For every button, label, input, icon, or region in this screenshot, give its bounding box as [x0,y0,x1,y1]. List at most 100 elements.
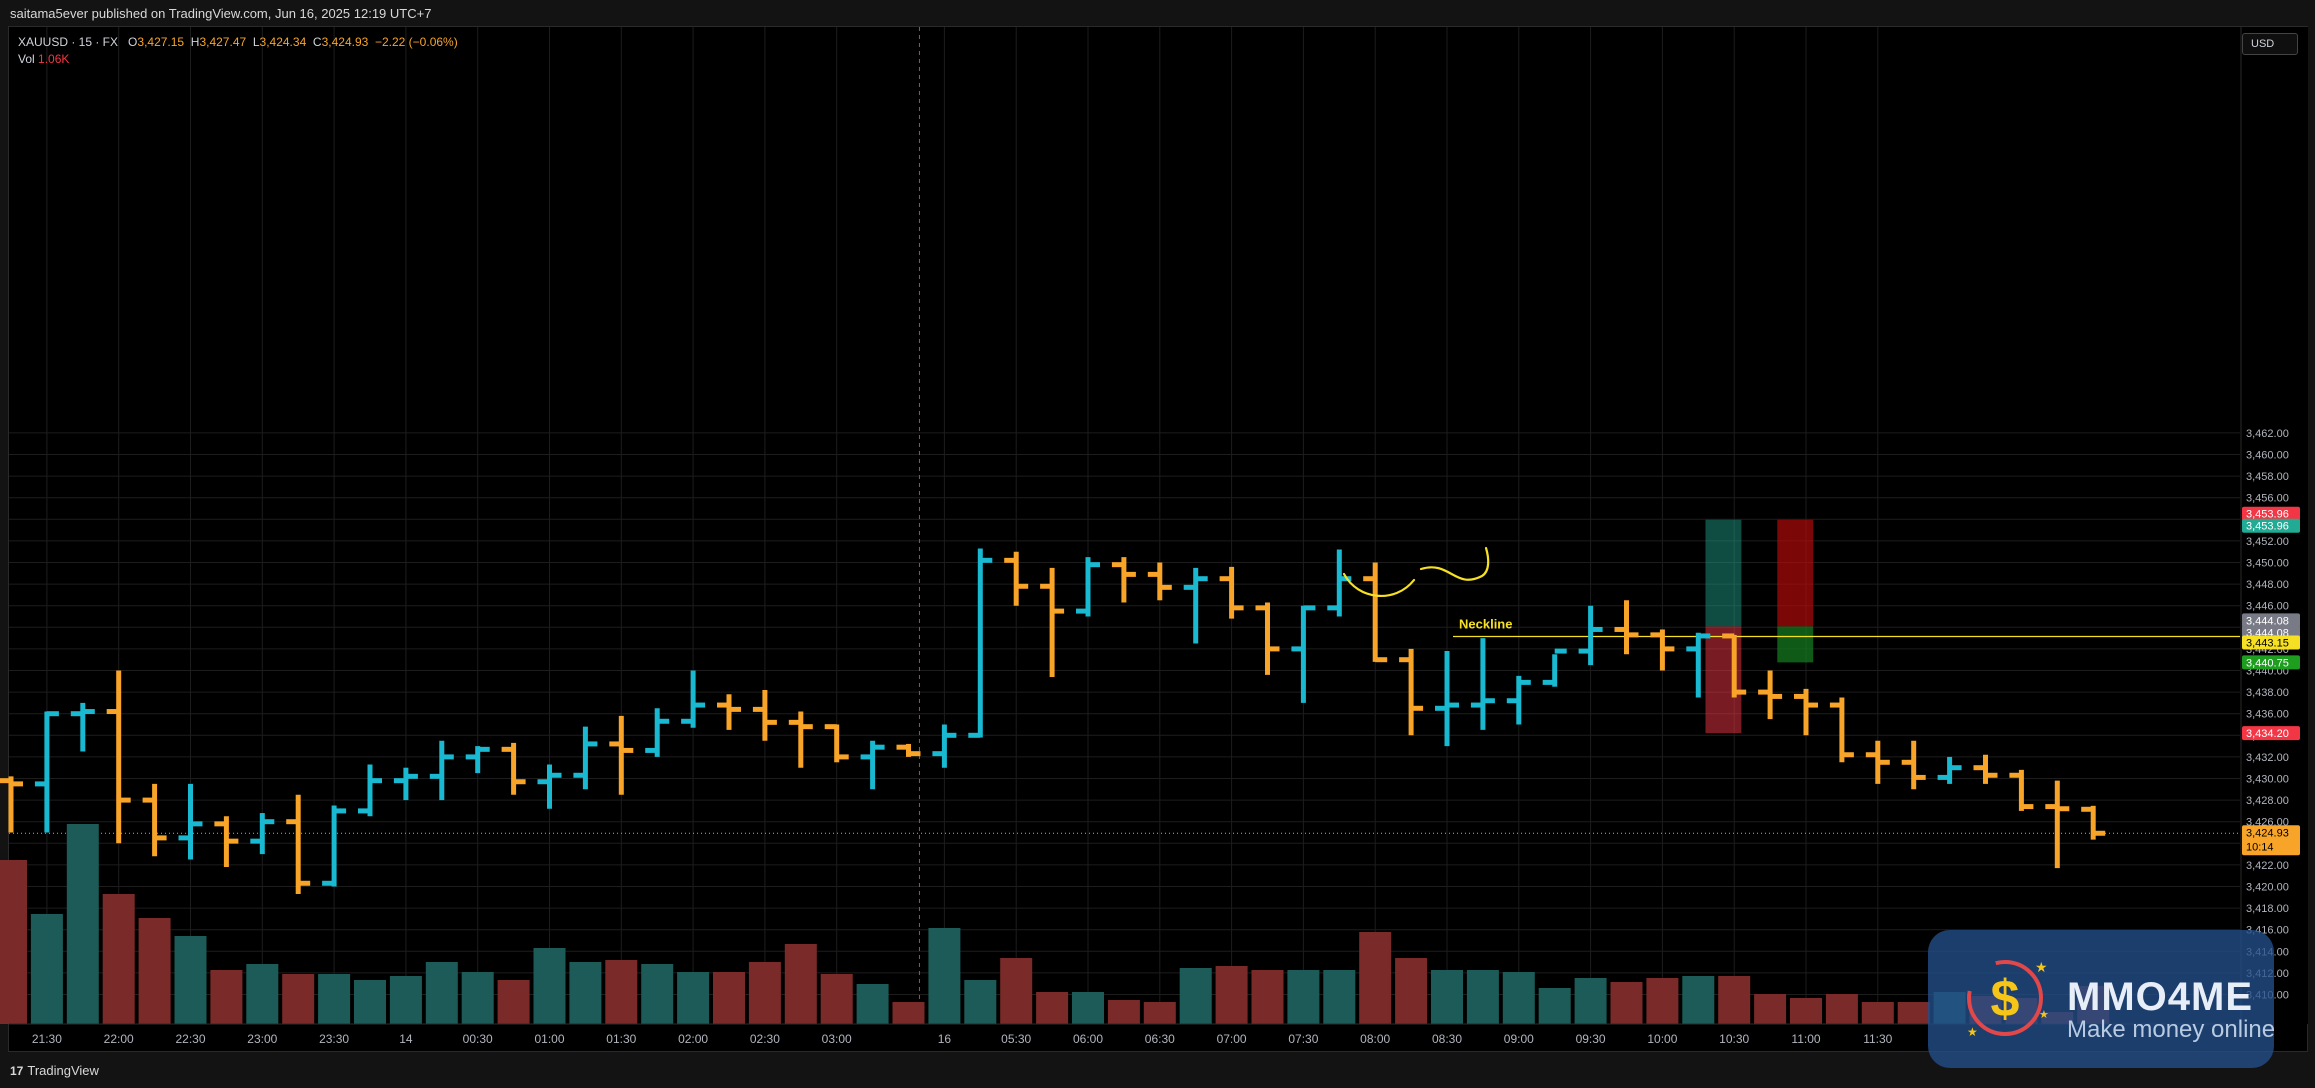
volume-bar [138,918,171,1024]
price-tick-label: 3,428.00 [2246,795,2289,807]
time-tick-label: 06:30 [1145,1032,1175,1046]
ohlc-bar [214,816,239,868]
volume-bar [354,980,386,1024]
time-tick-label: 10:00 [1647,1032,1677,1046]
price-tick-label: 3,462.00 [2246,428,2289,440]
ohlc-bar [2009,769,2034,811]
ohlc-bar [1901,740,1926,790]
hand-drawn-annotation[interactable] [1342,546,1490,597]
currency-selector[interactable]: USD [2242,33,2298,55]
svg-text:★: ★ [1967,1025,1978,1039]
ohlc-bar [2081,805,2106,840]
symbol-name[interactable]: XAUUSD · 15 · FX [18,35,119,49]
volume-label[interactable]: Vol [18,52,35,66]
ohlc-bar [2045,780,2070,869]
footer-bar: 17 TradingView [0,1052,2315,1088]
ohlc-bar [178,783,203,860]
ohlc-bar [1614,600,1639,655]
price-bars [0,548,2106,895]
volume-bar [748,962,781,1024]
price-tick-label: 3,446.00 [2246,601,2289,613]
volume-bar [30,914,63,1024]
volume-bar [102,894,135,1024]
time-tick-label: 02:00 [678,1032,708,1046]
ohlc-bar [0,776,23,833]
ohlc-line: XAUUSD · 15 · FX O3,427.15 H3,427.47 L3,… [18,35,458,49]
time-axis[interactable]: 21:30 22:00 22:30 23:00 23:30 14 00:30 01:00 01:… [9,1023,2240,1046]
mmo4me-watermark [1928,930,2274,1068]
volume-bar [713,972,745,1024]
volume-bar [1466,970,1499,1024]
ohlc-bar [1542,648,1567,687]
ohlc-bar [1111,557,1136,603]
low-value: 3,424.34 [259,35,307,49]
price-tag-label: 3,440.75 [2246,657,2289,669]
price-tag-bg [2242,825,2300,856]
ohlc-bar [645,708,670,757]
time-tick-label: 05:30 [1001,1032,1031,1046]
volume-bar [318,974,351,1024]
ohlc-bar [250,813,275,855]
tradingview-logo[interactable]: 17 TradingView [10,1063,99,1078]
price-tick-label: 3,422.00 [2246,860,2289,872]
volume-bar [1538,988,1571,1024]
ohlc-bar [896,743,921,757]
volume-bar [1861,1002,1894,1024]
time-tick-label: 23:00 [247,1032,277,1046]
neckline-label: Neckline [1459,616,1512,631]
ohlc-bar [681,670,706,728]
ohlc-bar [537,764,562,809]
volume-bar [1610,982,1643,1024]
ohlc-bar [1004,551,1029,606]
volume-bar [1107,1000,1140,1024]
price-tick-label: 3,452.00 [2246,536,2289,548]
volume-bar [0,860,27,1024]
price-tag-label: 3,424.93 [2246,827,2289,839]
ohlc-bar [70,702,95,752]
ohlc-bar [860,740,885,790]
ohlc-bar [717,694,741,730]
price-tick-label: 3,430.00 [2246,774,2289,786]
time-tick-label: 23:30 [319,1032,349,1046]
ohlc-bar [1794,688,1818,736]
price-tag-label: 3,453.96 [2246,509,2289,521]
volume-bar [1251,970,1284,1024]
time-tick-label: 22:00 [104,1032,134,1046]
long-target-zone [1705,519,1742,627]
close-value: 3,424.93 [321,35,369,49]
ohlc-bar [1076,557,1100,617]
ohlc-bar [106,670,131,844]
volume-bar [856,984,889,1024]
position-tools[interactable] [1705,519,1814,734]
volume-bar [1036,992,1069,1024]
volume-bar [533,948,566,1024]
volume-bar [1179,968,1212,1024]
price-tag-label: 3,443.15 [2246,637,2289,649]
neckline[interactable]: Neckline [1453,616,2240,638]
volume-bar [820,974,853,1024]
price-tag-bg [2242,655,2300,670]
volume-bar [677,972,710,1024]
left-bottom-arc [1342,572,1416,597]
volume-bar [1359,932,1392,1024]
volume-bar [569,962,602,1024]
price-tick-label: 3,438.00 [2246,687,2289,699]
ohlc-bar [1865,740,1890,784]
volume-bar [210,970,243,1024]
symbol-legend: XAUUSD · 15 · FX O3,427.15 H3,427.47 L3,… [18,34,458,68]
ohlc-bar [1399,648,1424,736]
ohlc-bar [142,783,167,857]
volume-bar [497,980,530,1024]
ohlc-bar [1973,754,1998,784]
time-tick-label: 06:00 [1073,1032,1103,1046]
ohlc-bar [788,711,813,768]
svg-text:★: ★ [2039,1009,2049,1021]
countdown-label: 10:14 [2246,841,2274,853]
volume-bar [928,928,961,1024]
ohlc-bar [1183,567,1208,644]
price-tag-bg [2242,518,2300,533]
price-tick-label: 3,436.00 [2246,709,2289,721]
volume-bar [1143,1002,1176,1024]
chart-frame[interactable] [8,26,2308,1052]
